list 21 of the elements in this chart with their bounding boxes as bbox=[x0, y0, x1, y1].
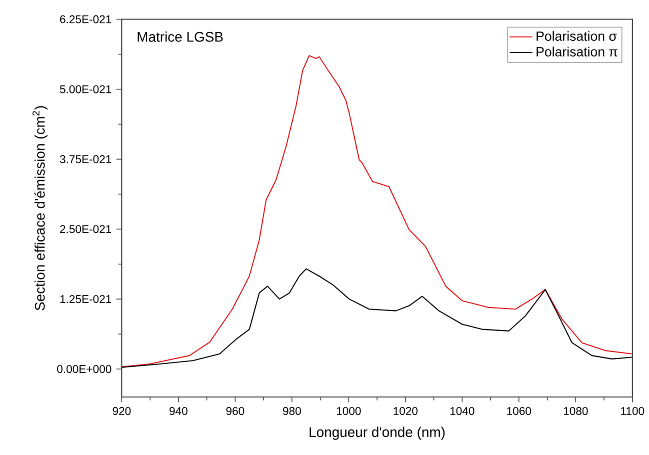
x-axis-title: Longueur d'onde (nm) bbox=[310, 426, 445, 440]
legend-label: Polarisation π bbox=[536, 46, 618, 57]
y-tick-label: 1.25E-021 bbox=[60, 295, 112, 304]
x-tick-label: 1060 bbox=[507, 407, 532, 416]
y-tick-label: 5.00E-021 bbox=[60, 85, 112, 94]
x-tick-label: 1100 bbox=[621, 407, 644, 416]
x-tick-label: 1080 bbox=[564, 407, 588, 416]
legend-label: Polarisation σ bbox=[536, 31, 617, 41]
x-tick-label: 940 bbox=[170, 407, 188, 416]
x-tick-label: 980 bbox=[283, 407, 301, 416]
y-tick-label: 6.25E-021 bbox=[60, 15, 112, 24]
y-tick-label: 0.00E+000 bbox=[57, 365, 112, 374]
y-tick-label: 3.75E-021 bbox=[60, 155, 112, 164]
x-tick-label: 1040 bbox=[450, 407, 474, 416]
y-tick-label: 2.50E-021 bbox=[60, 225, 112, 234]
x-tick-label: 920 bbox=[112, 407, 131, 416]
x-tick-label: 1000 bbox=[336, 407, 361, 416]
x-tick-label: 1020 bbox=[394, 407, 418, 416]
x-tick-label: 960 bbox=[226, 407, 244, 416]
y-axis-title: Section efficace d'émission (cm$^{2}$) bbox=[32, 106, 48, 310]
annotation: Matrice LGSB bbox=[138, 32, 223, 42]
